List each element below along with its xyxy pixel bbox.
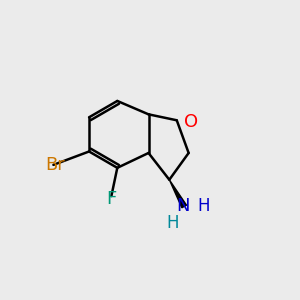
Text: O: O	[184, 113, 198, 131]
Text: F: F	[106, 190, 116, 208]
Polygon shape	[169, 180, 187, 208]
Text: Br: Br	[45, 156, 65, 174]
Text: N: N	[176, 197, 189, 215]
Text: H: H	[166, 214, 178, 232]
Text: H: H	[197, 197, 210, 215]
